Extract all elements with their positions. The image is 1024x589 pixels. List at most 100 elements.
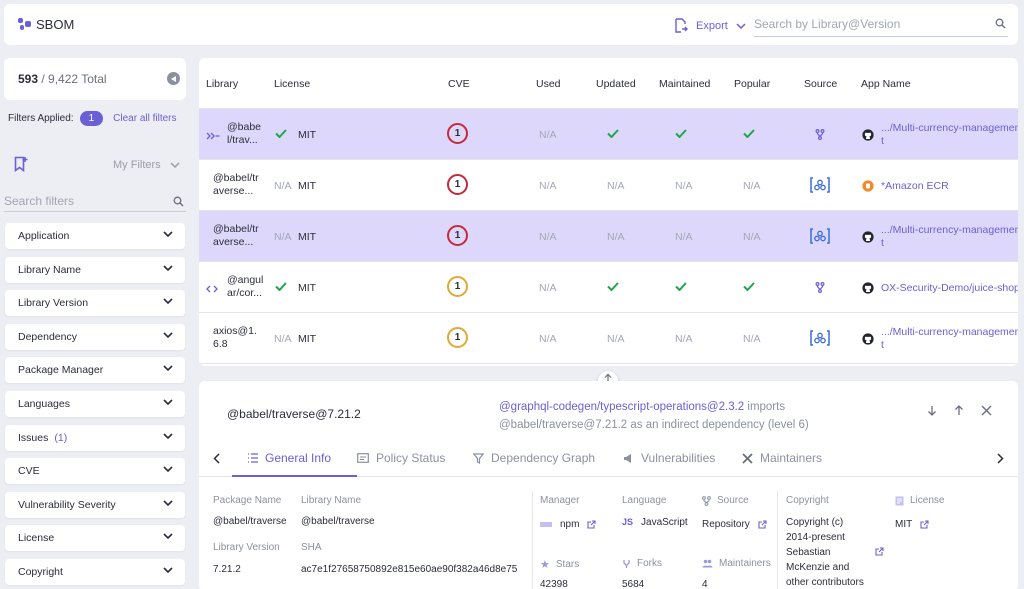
filter-package-manager[interactable]: Package Manager bbox=[5, 357, 185, 384]
table-row[interactable]: @babe l/trav... MIT 1 N/A .../Multi-currency-… bbox=[199, 109, 1018, 160]
detail-actions bbox=[927, 405, 992, 416]
chevron-down-icon[interactable] bbox=[170, 162, 180, 168]
branch-icon bbox=[702, 495, 711, 506]
tab-general-info[interactable]: General Info bbox=[247, 451, 331, 465]
updated-cell: N/A bbox=[607, 333, 625, 345]
search-icon[interactable] bbox=[995, 18, 1006, 29]
filter-copyright[interactable]: Copyright bbox=[5, 558, 185, 585]
column-license[interactable]: License bbox=[274, 78, 311, 90]
table-row[interactable]: @babel/tr averse... N/A MIT 1 N/A N/A N/A N/A...… bbox=[199, 211, 1018, 262]
collapse-sidebar-icon[interactable] bbox=[167, 72, 180, 85]
license-status: N/A bbox=[274, 180, 292, 192]
chevron-down-icon bbox=[163, 265, 173, 271]
cve-count-badge[interactable]: 1 bbox=[447, 327, 468, 348]
filter-library-name[interactable]: Library Name bbox=[5, 256, 185, 283]
tools-icon bbox=[742, 452, 753, 464]
importer-link[interactable]: @graphql-codegen/typescript-operations@2… bbox=[499, 401, 745, 413]
filter-license[interactable]: License bbox=[5, 525, 185, 552]
cve-count-badge[interactable]: 1 bbox=[447, 174, 468, 195]
app-source bbox=[862, 129, 874, 144]
filter-cve[interactable]: CVE bbox=[5, 458, 185, 485]
library-name-label: Library Name bbox=[301, 495, 362, 506]
clear-all-filters-link[interactable]: Clear all filters bbox=[113, 113, 177, 124]
cve-count-badge[interactable]: 1 bbox=[447, 225, 468, 246]
filter-label: Library Name bbox=[18, 263, 82, 276]
library-cell: @babel/tr averse... bbox=[213, 223, 259, 248]
license-cell: MIT bbox=[298, 129, 317, 141]
table-row[interactable]: @angul ar/cor... MIT 1 N/A OX-Security-Demo/j… bbox=[199, 262, 1018, 313]
source-cell[interactable] bbox=[815, 282, 825, 296]
app-name-link[interactable]: OX-Security-Demo/juice-shop bbox=[881, 282, 1018, 294]
check-icon bbox=[743, 282, 755, 292]
maintainers-value: 4 bbox=[702, 579, 708, 589]
column-popular[interactable]: Popular bbox=[734, 78, 771, 90]
library-search-input[interactable] bbox=[754, 13, 984, 35]
column-library[interactable]: Library bbox=[206, 78, 239, 90]
column-updated[interactable]: Updated bbox=[596, 78, 636, 90]
container-image-icon bbox=[810, 228, 830, 244]
chevron-left-icon[interactable] bbox=[213, 453, 220, 464]
filter-issues[interactable]: Issues (1) bbox=[5, 424, 185, 451]
column-maintained[interactable]: Maintained bbox=[659, 78, 711, 90]
popular-cell: N/A bbox=[743, 180, 761, 192]
tab-vulnerabilities[interactable]: Vulnerabilities bbox=[623, 451, 715, 465]
app-name-link[interactable]: .../Multi-currency-managemen t bbox=[881, 224, 1018, 249]
popular-cell bbox=[743, 129, 755, 141]
license-cell: MIT bbox=[298, 231, 317, 243]
cve-count-badge[interactable]: 1 bbox=[447, 276, 468, 297]
search-filters-input[interactable] bbox=[4, 192, 164, 210]
filter-library-version[interactable]: Library Version bbox=[5, 290, 185, 317]
chevron-right-icon[interactable] bbox=[997, 453, 1004, 464]
tab-dependency-graph[interactable]: Dependency Graph bbox=[473, 451, 595, 465]
source-cell[interactable] bbox=[815, 129, 825, 143]
dependency-path: @graphql-codegen/typescript-operations@2… bbox=[499, 398, 809, 434]
users-icon bbox=[702, 559, 713, 568]
forks-label: Forks bbox=[622, 558, 662, 569]
close-icon[interactable] bbox=[981, 405, 992, 416]
filter-languages[interactable]: Languages bbox=[5, 390, 185, 417]
library-cell: @angul ar/cor... bbox=[227, 274, 264, 299]
javascript-icon: JS bbox=[622, 517, 634, 527]
filter-dependency[interactable]: Dependency bbox=[5, 323, 185, 350]
maintained-cell bbox=[675, 282, 687, 294]
external-link-icon[interactable] bbox=[920, 520, 929, 529]
filters-applied: Filters Applied: 1 Clear all filters bbox=[8, 111, 177, 126]
app-name-link[interactable]: *Amazon ECR bbox=[881, 180, 949, 192]
my-filters-dropdown[interactable]: My Filters bbox=[113, 159, 161, 171]
chevron-down-icon bbox=[163, 332, 173, 338]
filters-applied-count[interactable]: 1 bbox=[79, 111, 104, 126]
github-icon bbox=[862, 282, 874, 294]
app-name-link[interactable]: .../Multi-currency-managemen t bbox=[881, 326, 1018, 351]
cve-count-badge[interactable]: 1 bbox=[447, 123, 468, 144]
column-app-name[interactable]: App Name bbox=[861, 78, 911, 90]
total-count: 593 / 9,422 Total bbox=[18, 72, 107, 86]
app-source bbox=[862, 231, 874, 246]
search-icon[interactable] bbox=[173, 196, 184, 207]
tab-maintainers[interactable]: Maintainers bbox=[742, 451, 822, 465]
column-source[interactable]: Source bbox=[804, 78, 838, 90]
app-name-link[interactable]: .../Multi-currency-managemen t bbox=[881, 122, 1018, 147]
source-cell[interactable] bbox=[810, 330, 830, 349]
export-button[interactable]: Export bbox=[674, 18, 746, 33]
external-link-icon[interactable] bbox=[875, 547, 884, 556]
check-icon bbox=[675, 282, 687, 292]
table-row[interactable]: @babel/tr averse... N/A MIT 1 N/A N/A N/A N/A *Am… bbox=[199, 160, 1018, 211]
column-used[interactable]: Used bbox=[536, 78, 561, 90]
external-link-icon[interactable] bbox=[758, 520, 767, 529]
table-row[interactable]: axios@1. 6.8 N/A MIT 1 N/A N/A N/A N/A .../Multi-… bbox=[199, 313, 1018, 364]
filter-vulnerability-severity[interactable]: Vulnerability Severity bbox=[5, 491, 185, 518]
arrow-up-icon[interactable] bbox=[954, 405, 964, 416]
source-cell[interactable] bbox=[810, 228, 830, 247]
tab-policy-status[interactable]: Policy Status bbox=[357, 451, 445, 465]
source-cell[interactable] bbox=[810, 177, 830, 196]
library-search bbox=[754, 13, 1008, 37]
app-source bbox=[862, 282, 874, 297]
arrow-down-icon[interactable] bbox=[927, 405, 937, 416]
language-value: JS JavaScript bbox=[622, 515, 688, 530]
bookmark-add-icon[interactable] bbox=[14, 156, 28, 172]
tab-label: Maintainers bbox=[760, 451, 823, 465]
column-cve[interactable]: CVE bbox=[448, 78, 470, 90]
source-label: Source bbox=[702, 495, 749, 506]
external-link-icon[interactable] bbox=[587, 520, 597, 529]
filter-application[interactable]: Application bbox=[5, 223, 185, 249]
